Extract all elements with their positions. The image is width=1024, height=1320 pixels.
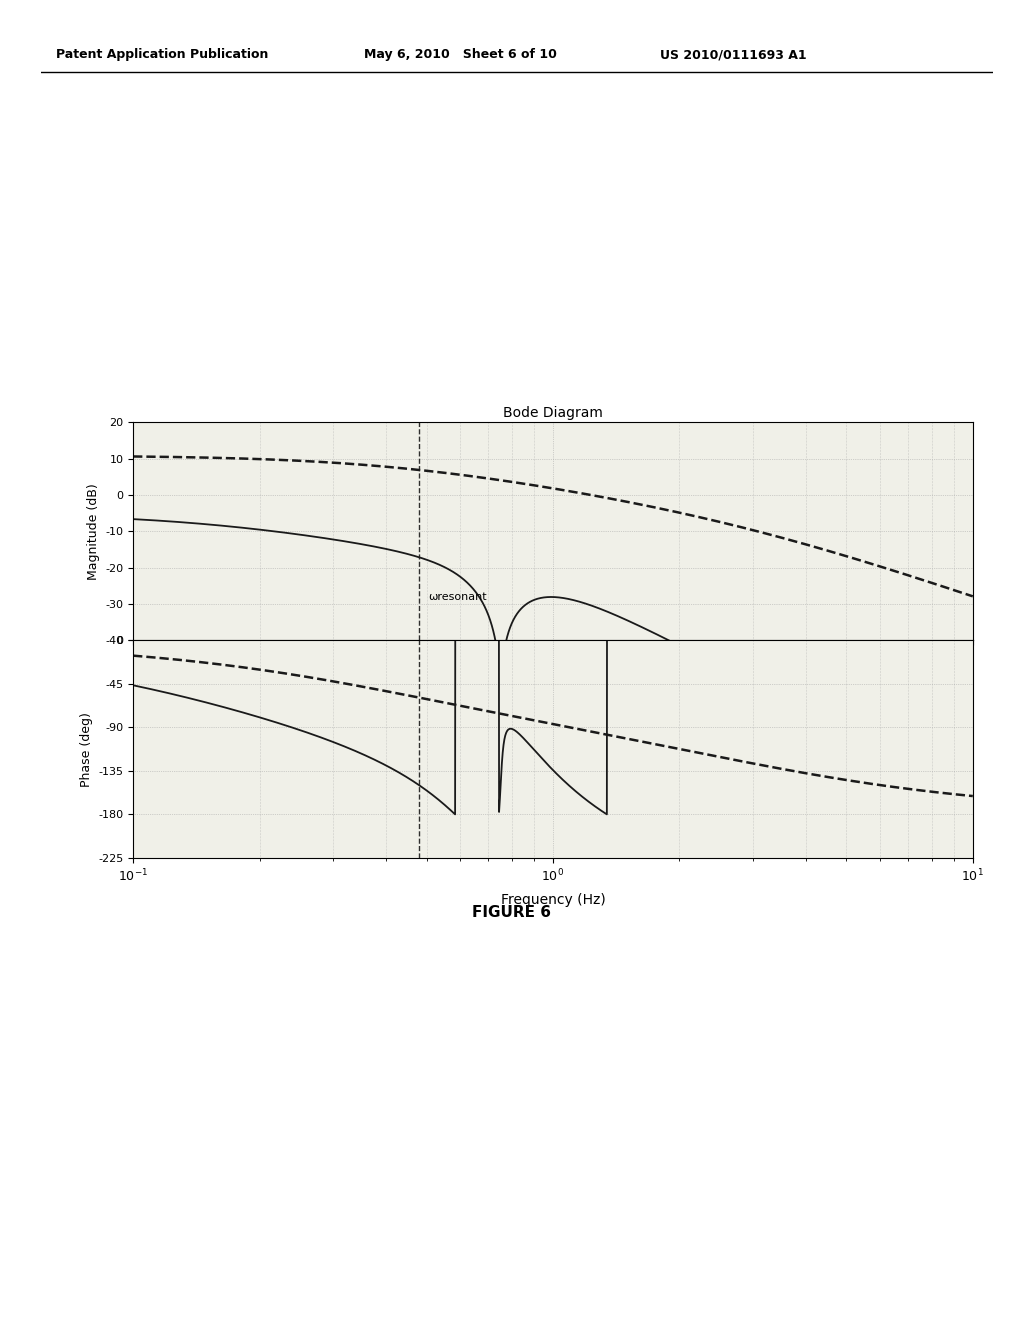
Title: Bode Diagram: Bode Diagram [503,405,603,420]
Text: FIGURE 6: FIGURE 6 [472,906,552,920]
Text: US 2010/0111693 A1: US 2010/0111693 A1 [660,48,807,61]
Text: May 6, 2010   Sheet 6 of 10: May 6, 2010 Sheet 6 of 10 [364,48,556,61]
Text: Patent Application Publication: Patent Application Publication [56,48,268,61]
Y-axis label: Magnitude (dB): Magnitude (dB) [87,483,99,579]
X-axis label: Frequency (Hz): Frequency (Hz) [501,892,605,907]
Text: ωresonant: ωresonant [428,593,486,602]
Y-axis label: Phase (deg): Phase (deg) [80,711,92,787]
